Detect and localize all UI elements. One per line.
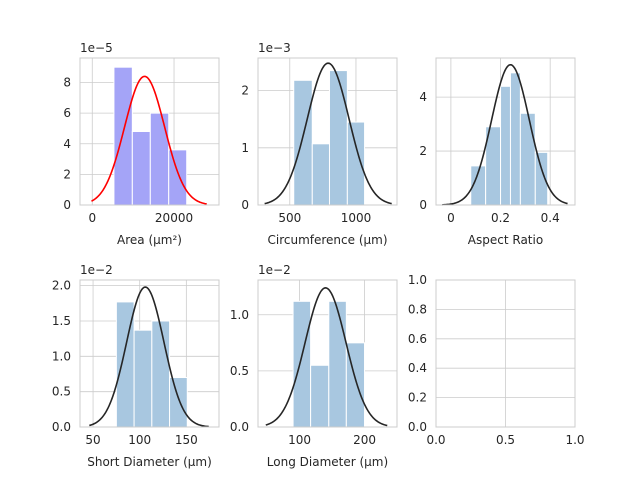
axes-frame	[79, 279, 220, 428]
y-tick-label: 1.5	[52, 314, 71, 328]
x-axis-label: Circumference (μm)	[267, 233, 387, 247]
y-tick-label: 2	[419, 144, 427, 158]
y-tick-label: 8	[63, 76, 71, 90]
axes-frame	[257, 57, 398, 206]
subplot-2: 500 1000 0 1 2 1e−3 Circumference (μm)	[241, 41, 398, 247]
y-offset-label: 1e−5	[80, 41, 113, 55]
subplot-6: 0.0 0.5 1.0 0.0 0.2 0.4 0.6 0.8 1.0	[408, 273, 585, 447]
y-tick-label: 2	[241, 84, 249, 98]
histogram-bar	[500, 85, 511, 206]
x-tick-label: 200	[353, 433, 376, 447]
histogram-bar	[131, 131, 151, 206]
x-tick-label: 500	[278, 211, 301, 225]
x-tick-label: 150	[175, 433, 198, 447]
histogram-bar	[328, 70, 348, 206]
histogram-bar	[310, 364, 330, 428]
y-tick-label: 0.4	[408, 361, 427, 375]
normal-fit-curve	[91, 75, 207, 205]
x-tick-label: 1.0	[565, 433, 584, 447]
x-tick-label: 20000	[155, 211, 193, 225]
subplot-4: 50 100 150 0.0 0.5 1.0 1.5 2.0 1e−2 Short Diamete…	[52, 263, 220, 469]
y-tick-label: 0.0	[230, 420, 249, 434]
y-tick-label: 0.5	[52, 385, 71, 399]
y-tick-label: 2	[63, 167, 71, 181]
y-tick-label: 2.0	[52, 279, 71, 293]
normal-fit-curve	[265, 287, 388, 427]
histogram-bar	[292, 300, 312, 428]
histogram-bar	[311, 143, 330, 206]
y-tick-label: 0.0	[408, 420, 427, 434]
y-tick-label: 1.0	[52, 349, 71, 363]
normal-fit-curve	[89, 286, 209, 428]
subplot-1: 0 20000 0 2 4 6 8 1e−5 Area (μm²)	[63, 41, 220, 247]
y-offset-label: 1e−3	[258, 41, 291, 55]
axes-frame	[435, 57, 576, 206]
y-tick-label: 6	[63, 106, 71, 120]
y-tick-label: 0.0	[52, 420, 71, 434]
x-tick-label: 1000	[341, 211, 372, 225]
x-tick-label: 50	[85, 433, 100, 447]
y-offset-label: 1e−2	[80, 263, 113, 277]
y-tick-label: 0	[63, 198, 71, 212]
y-tick-label: 0.2	[408, 391, 427, 405]
y-tick-label: 0.8	[408, 302, 427, 316]
y-tick-label: 1.0	[408, 273, 427, 287]
y-tick-label: 0.6	[408, 332, 427, 346]
y-tick-label: 0.5	[230, 364, 249, 378]
x-tick-label: 0.5	[496, 433, 515, 447]
normal-fit-curve	[264, 62, 392, 205]
histogram-bar	[149, 112, 170, 206]
subplot-3: 0 0.2 0.4 0 2 4 Aspect Ratio	[419, 57, 576, 247]
x-axis-label: Aspect Ratio	[468, 233, 543, 247]
histogram-bar	[293, 79, 313, 206]
x-tick-label: 100	[128, 433, 151, 447]
histogram-bar	[168, 149, 188, 206]
histogram-bar	[328, 300, 347, 428]
x-tick-label: 0	[88, 211, 96, 225]
x-tick-label: 0	[447, 211, 455, 225]
histogram-bar	[509, 72, 521, 206]
y-tick-label: 4	[419, 90, 427, 104]
x-axis-label: Long Diameter (μm)	[267, 455, 388, 469]
x-axis-label: Area (μm²)	[117, 233, 182, 247]
y-tick-label: 4	[63, 137, 71, 151]
x-axis-label: Short Diameter (μm)	[87, 455, 212, 469]
y-tick-label: 0	[241, 198, 249, 212]
subplot-5: 100 200 0.0 0.5 1.0 1e−2 Long Diameter (μm)	[230, 263, 398, 469]
axes-frame	[79, 57, 220, 206]
histogram-bar	[519, 112, 536, 206]
histogram-bar	[113, 66, 133, 206]
y-tick-label: 1	[241, 141, 249, 155]
normal-fit-curve	[442, 63, 568, 206]
x-tick-label: 100	[288, 433, 311, 447]
x-tick-label: 0.0	[426, 433, 445, 447]
histogram-bar	[133, 329, 153, 428]
axes-frame	[257, 279, 398, 428]
histogram-bar	[151, 320, 171, 428]
histogram-bar	[169, 377, 188, 428]
y-tick-label: 0	[419, 198, 427, 212]
axes-frame	[435, 279, 576, 428]
histogram-bar	[346, 121, 366, 206]
y-tick-label: 1.0	[230, 308, 249, 322]
x-tick-label: 0.2	[491, 211, 510, 225]
x-tick-label: 0.4	[541, 211, 560, 225]
y-offset-label: 1e−2	[258, 263, 291, 277]
